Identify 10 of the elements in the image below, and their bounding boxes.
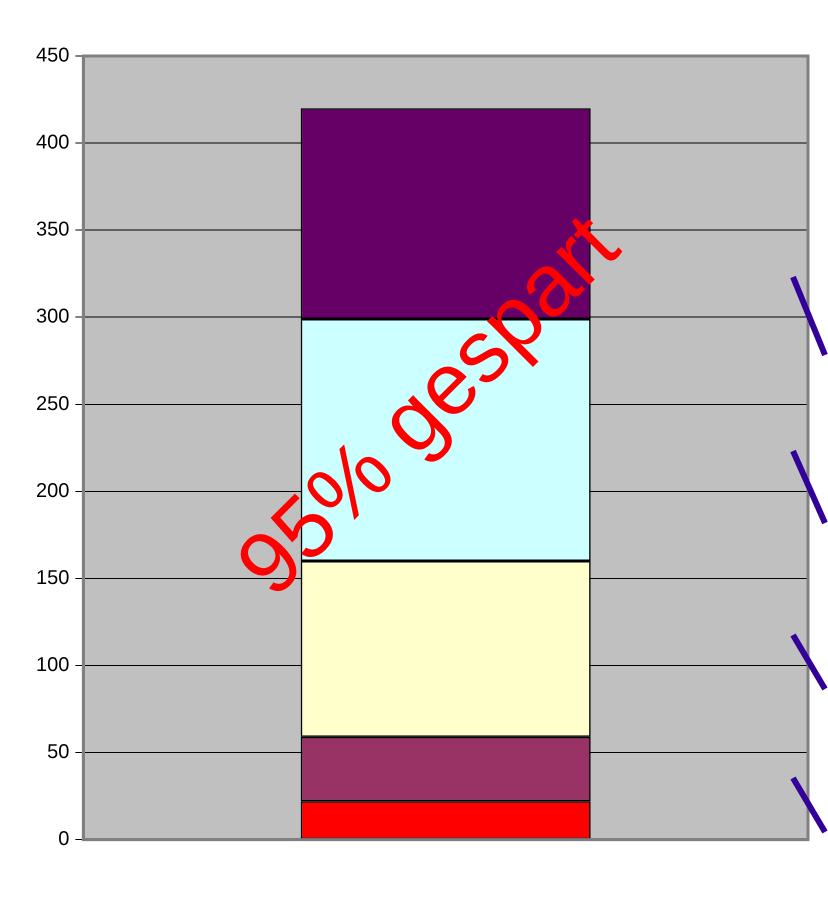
y-tick-label: 400 (36, 132, 70, 154)
y-tick-label: 300 (36, 306, 70, 328)
y-tick-label: 100 (36, 654, 70, 676)
y-tick-label: 150 (36, 566, 70, 589)
y-tick-label: 0 (58, 828, 70, 850)
y-tick-label: 350 (36, 218, 70, 241)
y-tick-label: 200 (36, 480, 70, 502)
y-tick-label: 50 (47, 741, 70, 764)
y-tick-label: 250 (36, 392, 70, 415)
y-tick-label: 450 (36, 44, 70, 67)
